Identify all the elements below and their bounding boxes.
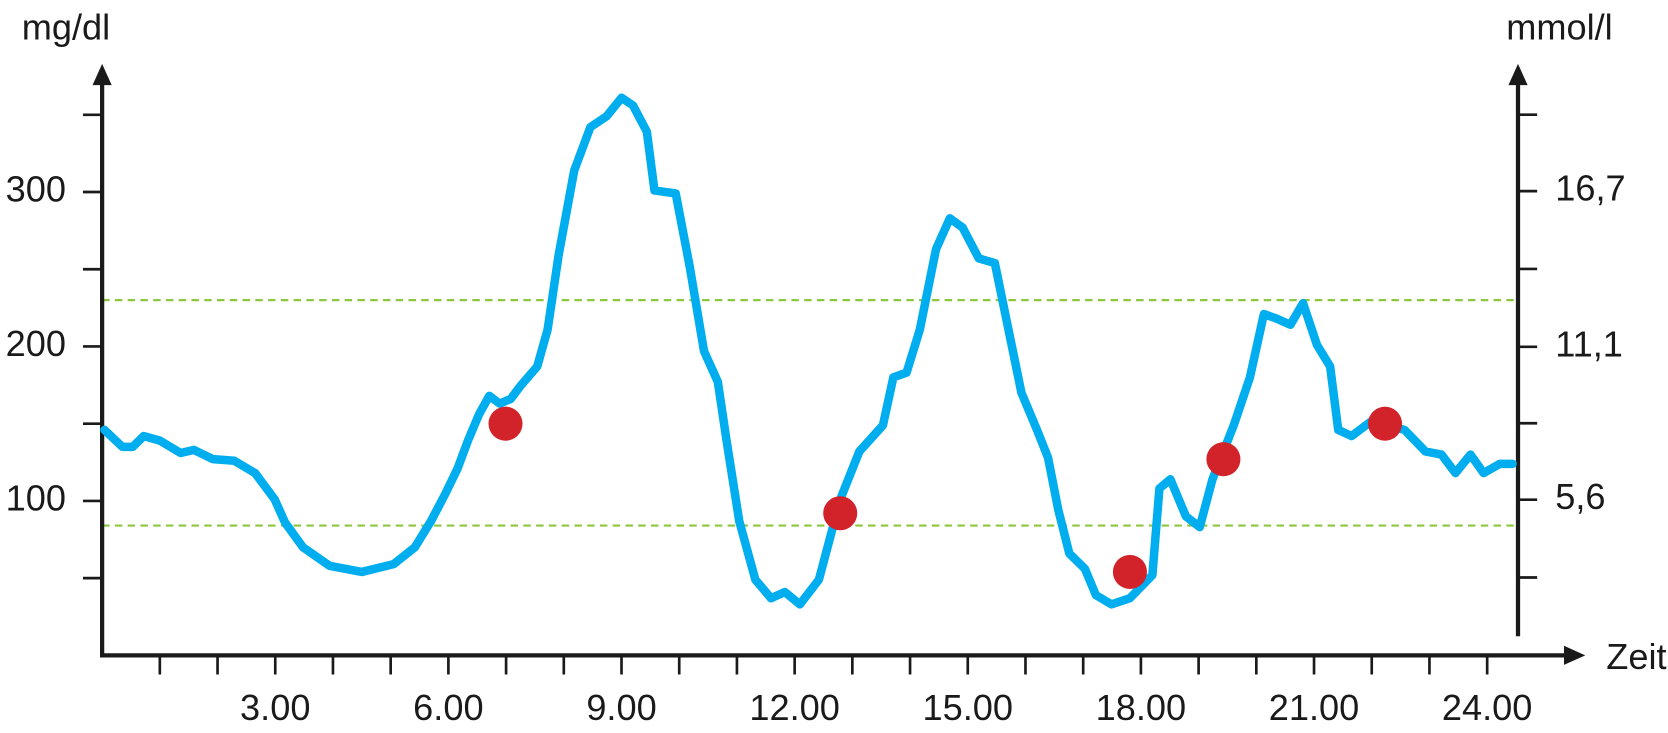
- x-tick-label: 21.00: [1269, 687, 1359, 728]
- x-tick-label: 6.00: [413, 687, 483, 728]
- x-tick-label: 15.00: [923, 687, 1013, 728]
- y2-tick-label: 5,6: [1555, 476, 1605, 517]
- x-tick-label: 9.00: [586, 687, 656, 728]
- x-axis-title: Zeit: [1606, 636, 1666, 677]
- x-tick-label: 18.00: [1096, 687, 1186, 728]
- x-tick-label: 3.00: [240, 687, 310, 728]
- measurement-point: [488, 406, 523, 441]
- x-tick-label: 12.00: [749, 687, 839, 728]
- y2-tick-label: 11,1: [1555, 323, 1623, 364]
- y-tick-label: 100: [6, 477, 66, 518]
- x-tick-label: 24.00: [1442, 687, 1532, 728]
- measurement-point: [1367, 406, 1403, 441]
- measurement-point: [823, 496, 858, 531]
- measurement-point: [1206, 442, 1241, 477]
- y2-axis-arrow: [1508, 63, 1528, 86]
- y-axis-title: mg/dl: [22, 6, 110, 47]
- y-tick-label: 200: [6, 323, 66, 364]
- y2-axis-title: mmol/l: [1506, 6, 1612, 47]
- x-axis-arrow: [1563, 645, 1586, 665]
- y-tick-label: 300: [6, 169, 66, 210]
- measurement-point: [1112, 554, 1147, 589]
- y-axis-arrow: [92, 63, 112, 86]
- y2-tick-label: 16,7: [1555, 168, 1625, 209]
- glucose-curve: [100, 93, 1517, 609]
